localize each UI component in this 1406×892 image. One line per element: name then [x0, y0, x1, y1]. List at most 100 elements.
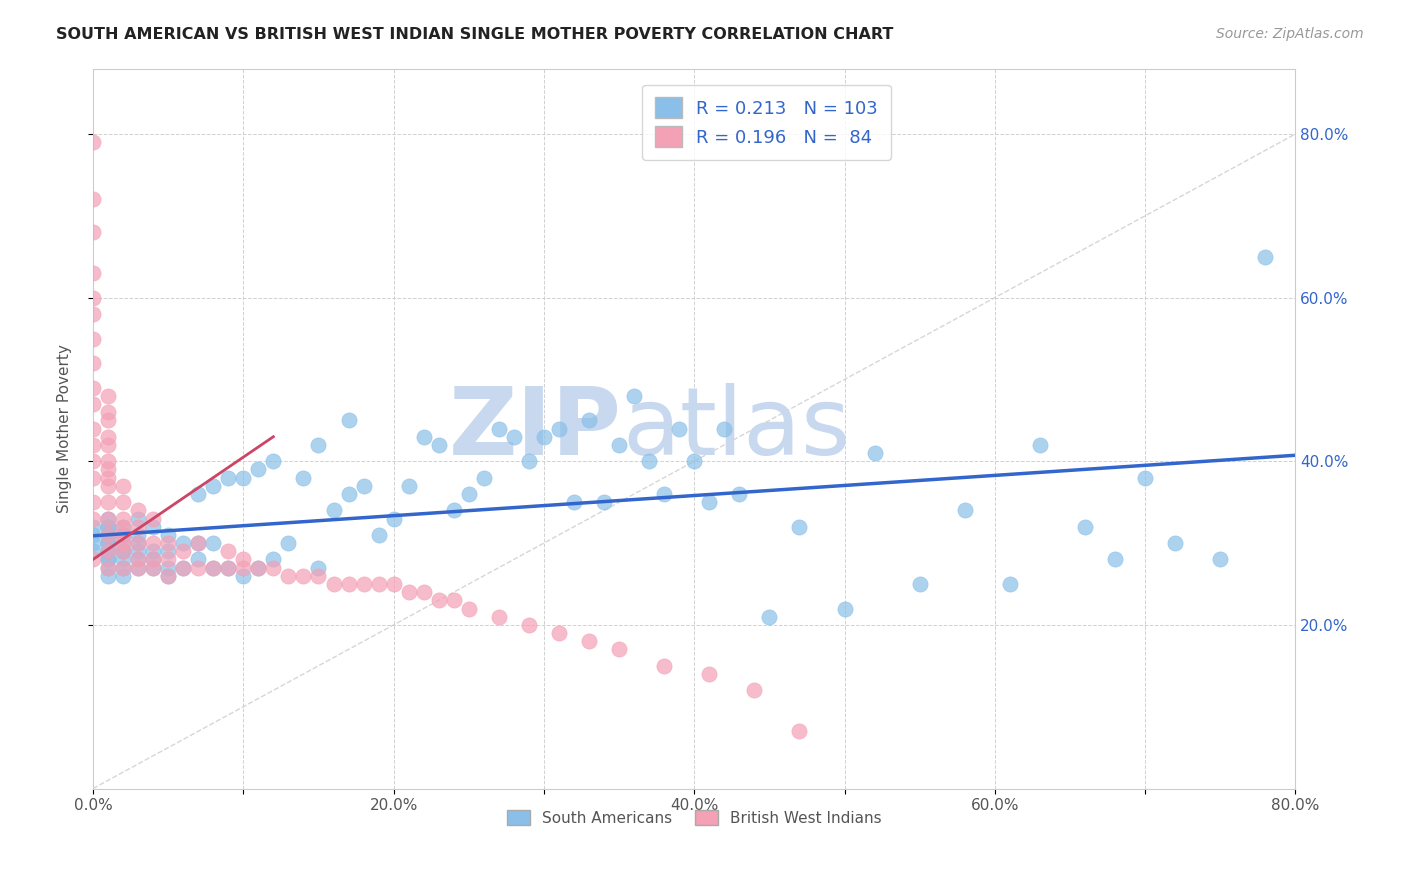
Point: [112, 511, 135, 525]
Point: [97, 470, 120, 484]
Point: [217, 560, 239, 574]
Point: [97, 454, 120, 468]
Point: [488, 609, 510, 624]
Point: [97, 405, 120, 419]
Point: [127, 560, 149, 574]
Point: [382, 511, 405, 525]
Point: [652, 658, 675, 673]
Point: [232, 560, 254, 574]
Point: [472, 470, 495, 484]
Point: [217, 560, 239, 574]
Point: [142, 560, 165, 574]
Point: [112, 544, 135, 558]
Point: [97, 438, 120, 452]
Point: [953, 503, 976, 517]
Point: [202, 479, 225, 493]
Point: [82, 438, 104, 452]
Point: [578, 634, 600, 648]
Point: [187, 536, 209, 550]
Text: SOUTH AMERICAN VS BRITISH WEST INDIAN SINGLE MOTHER POVERTY CORRELATION CHART: SOUTH AMERICAN VS BRITISH WEST INDIAN SI…: [56, 27, 894, 42]
Point: [127, 511, 149, 525]
Point: [127, 536, 149, 550]
Point: [1133, 470, 1156, 484]
Point: [578, 413, 600, 427]
Point: [488, 421, 510, 435]
Point: [82, 356, 104, 370]
Point: [457, 601, 479, 615]
Point: [127, 560, 149, 574]
Point: [908, 577, 931, 591]
Point: [247, 560, 270, 574]
Point: [97, 544, 120, 558]
Point: [172, 536, 194, 550]
Point: [548, 626, 571, 640]
Point: [112, 528, 135, 542]
Point: [502, 430, 524, 444]
Point: [142, 511, 165, 525]
Point: [82, 266, 104, 280]
Point: [1164, 536, 1187, 550]
Point: [758, 609, 780, 624]
Point: [517, 618, 540, 632]
Point: [217, 470, 239, 484]
Point: [998, 577, 1021, 591]
Point: [863, 446, 886, 460]
Point: [834, 601, 856, 615]
Point: [443, 503, 465, 517]
Point: [157, 536, 180, 550]
Point: [112, 528, 135, 542]
Point: [728, 487, 751, 501]
Point: [443, 593, 465, 607]
Point: [82, 511, 104, 525]
Point: [97, 519, 120, 533]
Point: [157, 560, 180, 574]
Point: [172, 560, 194, 574]
Point: [157, 569, 180, 583]
Point: [112, 544, 135, 558]
Point: [744, 683, 766, 698]
Point: [638, 454, 661, 468]
Point: [97, 560, 120, 574]
Point: [427, 438, 450, 452]
Point: [82, 332, 104, 346]
Point: [697, 495, 720, 509]
Point: [112, 479, 135, 493]
Point: [367, 528, 389, 542]
Point: [533, 430, 555, 444]
Point: [97, 536, 120, 550]
Point: [322, 577, 344, 591]
Point: [112, 528, 135, 542]
Point: [262, 552, 284, 566]
Point: [427, 593, 450, 607]
Point: [97, 544, 120, 558]
Point: [398, 585, 420, 599]
Point: [97, 495, 120, 509]
Point: [1029, 438, 1052, 452]
Point: [217, 544, 239, 558]
Point: [112, 519, 135, 533]
Point: [112, 552, 135, 566]
Point: [412, 430, 434, 444]
Point: [308, 560, 330, 574]
Point: [82, 552, 104, 566]
Point: [353, 577, 375, 591]
Point: [1254, 250, 1277, 264]
Point: [697, 667, 720, 681]
Point: [97, 430, 120, 444]
Point: [247, 462, 270, 476]
Point: [353, 479, 375, 493]
Point: [112, 560, 135, 574]
Point: [262, 454, 284, 468]
Point: [142, 552, 165, 566]
Point: [82, 381, 104, 395]
Point: [187, 552, 209, 566]
Point: [142, 536, 165, 550]
Point: [112, 519, 135, 533]
Point: [97, 528, 120, 542]
Point: [172, 544, 194, 558]
Point: [97, 552, 120, 566]
Point: [232, 552, 254, 566]
Point: [97, 511, 120, 525]
Point: [127, 536, 149, 550]
Point: [157, 528, 180, 542]
